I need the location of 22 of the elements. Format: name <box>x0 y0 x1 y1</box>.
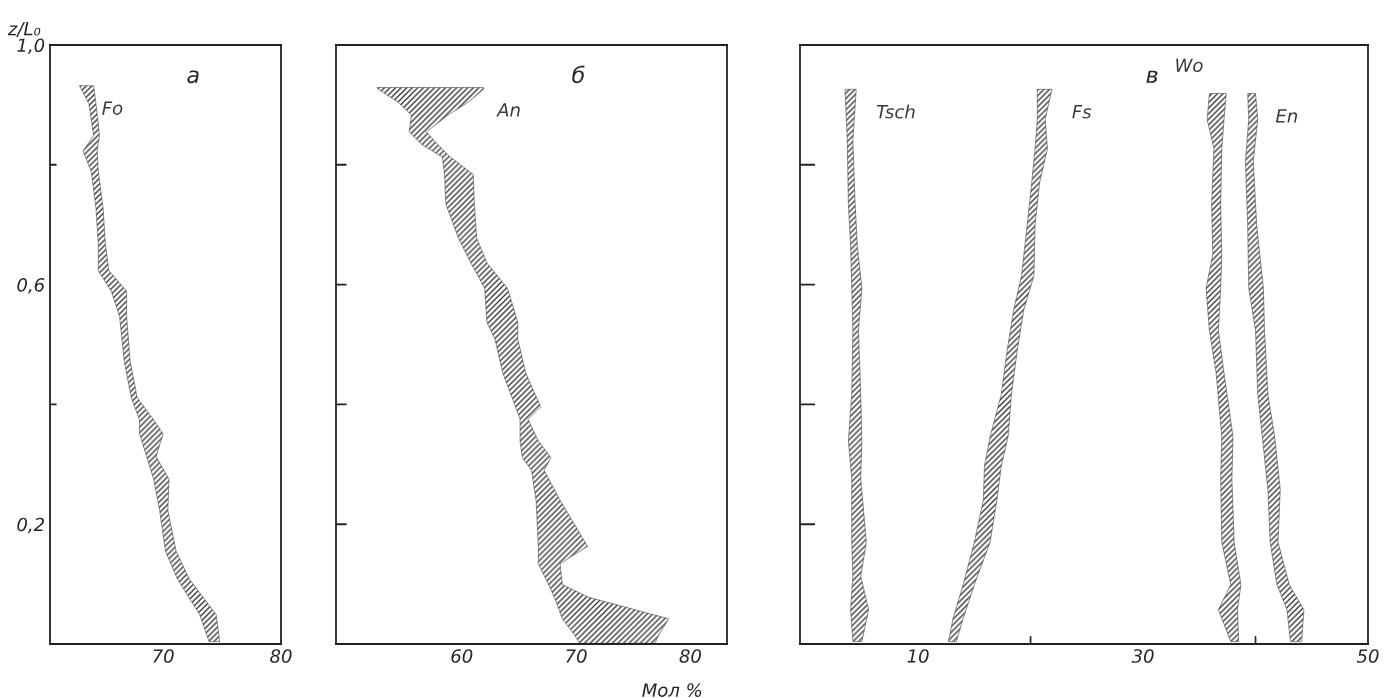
legend-label: Fs <box>1072 105 1092 119</box>
y-tick-label: 1,0 <box>17 38 45 54</box>
y-tick-label: 0,2 <box>17 517 45 534</box>
x-tick-label: 80 <box>270 649 292 663</box>
x-tick-label: 50 <box>1356 649 1379 663</box>
legend-label: En <box>1275 109 1298 123</box>
legend-label: Fo <box>102 101 123 115</box>
x-tick-label: 30 <box>1131 649 1154 663</box>
x-tick-label: 70 <box>566 649 587 663</box>
text: а <box>187 70 199 84</box>
text: в <box>1146 70 1158 83</box>
y-tick-label: 0,6 <box>17 278 45 294</box>
legend-label: An <box>496 103 520 117</box>
x-tick-label: 70 <box>153 649 174 663</box>
y-axis-title: z/L₀ <box>7 22 41 37</box>
x-tick-label: 10 <box>907 649 929 663</box>
x-tick-label: 60 <box>451 649 473 663</box>
x-axis-title: Мол % <box>642 683 702 697</box>
legend-label: Tsch <box>876 104 915 119</box>
x-tick-label: 80 <box>679 649 701 663</box>
text: б <box>572 65 585 84</box>
legend-label: Wo <box>1176 58 1203 73</box>
